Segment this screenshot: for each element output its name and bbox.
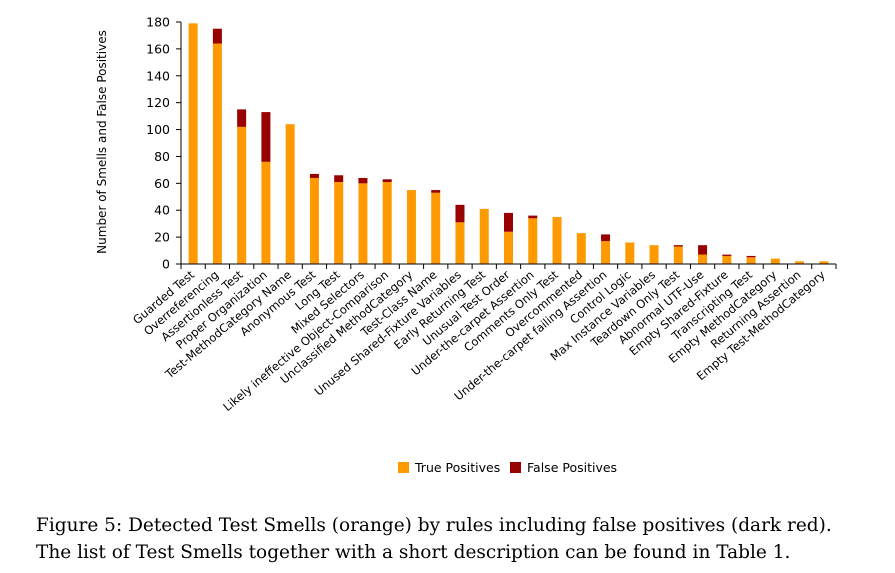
bar-false-positives [261,112,271,162]
bar-true-positives [334,181,344,264]
y-tick-label: 100 [146,122,170,137]
bar-true-positives [261,161,271,264]
bar-true-positives [722,255,732,264]
bar-true-positives [309,177,319,264]
legend-label: False Positives [527,460,617,475]
bar-true-positives [528,218,538,264]
bar-true-positives [382,181,392,264]
caption-line-2: The list of Test Smells together with a … [36,542,791,563]
stacked-bar-chart: 0 20 40 60 80 100 120 140 160 180 Guarded TestOve… [95,15,837,475]
bar-true-positives [649,245,659,264]
bar-false-positives [212,28,222,44]
y-tick-label: 120 [146,95,170,110]
bar-true-positives [237,126,247,265]
bar-true-positives [358,183,368,264]
y-axis: 0 20 40 60 80 100 120 140 160 180 [146,15,182,272]
bar-false-positives [358,177,368,184]
legend-swatch [510,462,521,473]
y-tick-label: 20 [154,230,170,245]
y-tick-label: 140 [146,68,170,83]
bar-true-positives [479,208,489,264]
bar-false-positives [431,190,441,193]
legend-swatch [398,462,409,473]
y-tick-label: 60 [154,176,170,191]
bar-false-positives [504,212,513,232]
bar-false-positives [698,245,708,255]
x-axis: Guarded TestOverreferencingAssertionless… [130,263,837,414]
caption-line-1: Figure 5: Detected Test Smells (orange) … [36,515,832,536]
bar-false-positives [309,173,319,178]
bar-true-positives [406,190,416,264]
bar-true-positives [795,261,805,264]
bar-true-positives [212,43,222,265]
bar-false-positives [722,254,732,256]
bar-true-positives [625,242,635,264]
bar-true-positives [188,23,198,265]
y-tick-label: 0 [162,257,170,272]
bar-true-positives [819,261,829,264]
bar-true-positives [770,258,780,264]
bar-true-positives [504,231,513,264]
y-axis-label: Number of Smells and False Positives [95,30,109,254]
bar-false-positives [528,215,538,219]
bar-true-positives [455,222,465,264]
bar-true-positives [673,246,683,264]
legend: True Positives False Positives [398,460,617,475]
y-tick-label: 40 [154,203,170,218]
bar-true-positives [698,254,708,264]
bar-true-positives [552,216,562,264]
bar-false-positives [455,204,465,223]
bar-false-positives [601,234,611,242]
y-tick-label: 160 [146,41,170,56]
y-tick-label: 80 [154,149,170,164]
legend-label: True Positives [414,460,500,475]
bar-true-positives [431,192,441,264]
y-tick-label: 180 [146,15,170,30]
bar-false-positives [382,179,392,182]
figure-caption: Figure 5: Detected Test Smells (orange) … [36,512,886,566]
bar-false-positives [746,255,756,258]
bar-false-positives [237,109,247,127]
bar-series [188,23,829,265]
bar-true-positives [746,257,756,264]
bar-false-positives [334,175,344,182]
bar-true-positives [576,233,586,264]
bar-true-positives [601,241,611,264]
bar-true-positives [285,124,295,265]
bar-false-positives [673,245,683,247]
